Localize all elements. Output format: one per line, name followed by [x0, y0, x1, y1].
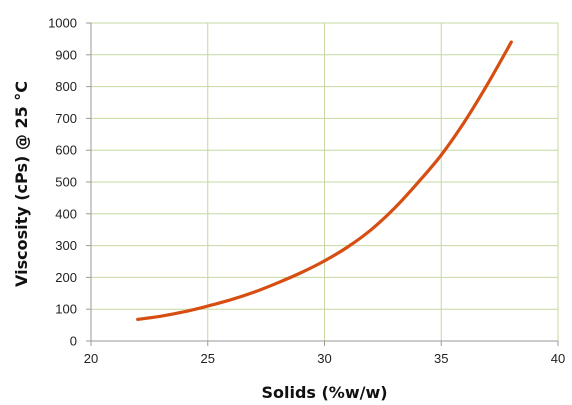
x-axis-title: Solids (%w/w) — [261, 383, 387, 402]
tick-labels: 0 100 200 300 400 500 600 700 800 900 1000 20 25 30 35… — [48, 16, 565, 367]
y-tick-label: 300 — [55, 238, 77, 253]
y-tick-label: 800 — [55, 79, 77, 94]
y-tick-label: 1000 — [48, 16, 77, 31]
y-tick-label: 400 — [55, 206, 77, 221]
x-tick-label: 25 — [201, 351, 215, 366]
y-tick-label: 100 — [55, 302, 77, 317]
y-axis-title: Viscosity (cPs) @ 25 °C — [12, 81, 31, 287]
series-layer — [136, 40, 513, 321]
x-tick-label: 40 — [551, 351, 565, 366]
y-tick-label: 700 — [55, 111, 77, 126]
grid — [91, 22, 559, 341]
y-tick-label: 600 — [55, 143, 77, 158]
y-tick-label: 900 — [55, 47, 77, 62]
series-line — [136, 40, 513, 321]
y-tick-label: 500 — [55, 175, 77, 190]
x-tick-label: 20 — [84, 351, 98, 366]
x-tick-label: 35 — [434, 351, 448, 366]
axes — [86, 22, 559, 346]
y-tick-label: 200 — [55, 270, 77, 285]
x-tick-label: 30 — [317, 351, 331, 366]
y-tick-label: 0 — [70, 334, 77, 349]
